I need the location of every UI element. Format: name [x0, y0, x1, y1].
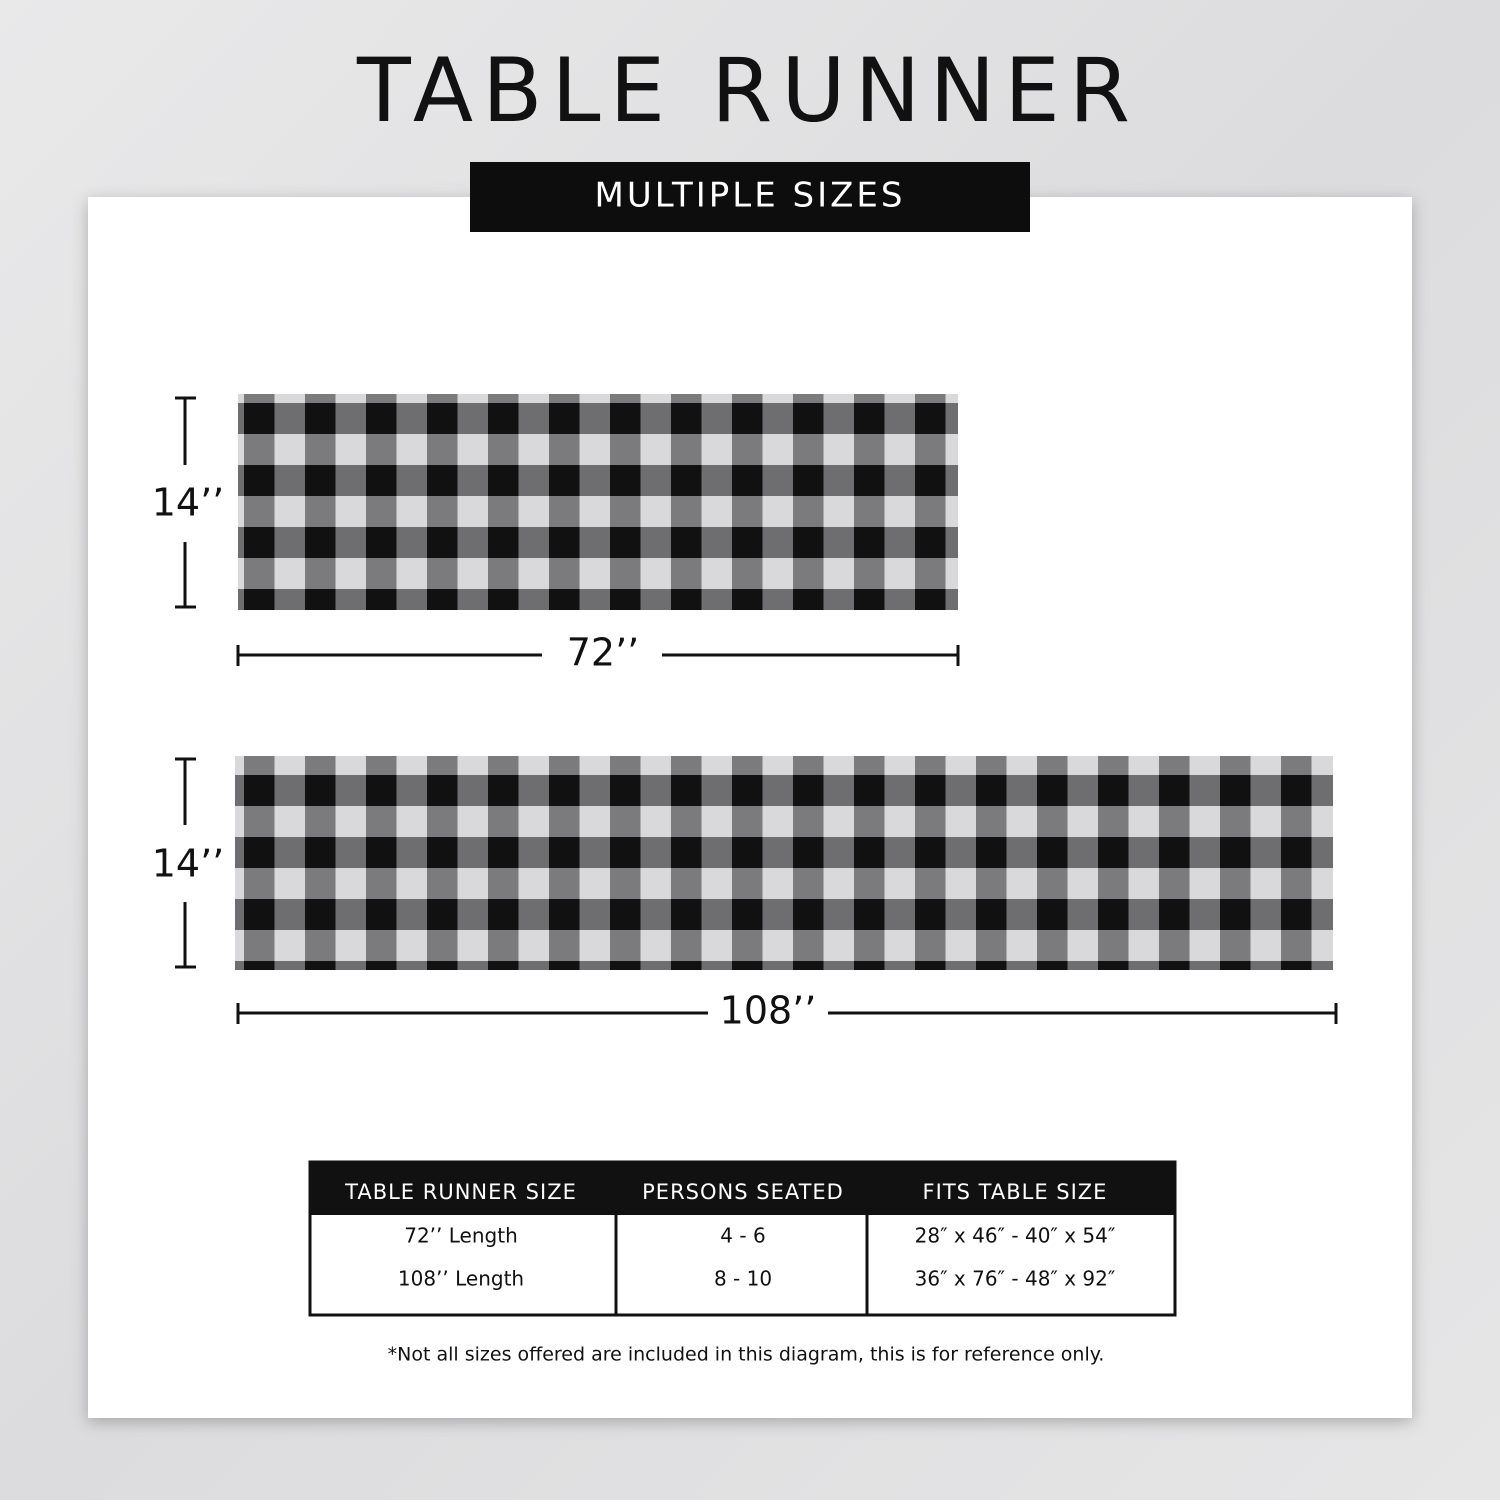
title: TABLE RUNNER — [356, 39, 1139, 142]
table-cell: 4 - 6 — [720, 1224, 765, 1248]
footnote: *Not all sizes offered are included in t… — [388, 1344, 1105, 1366]
dimension-lines — [175, 396, 960, 666]
table-cell: 108’’ Length — [398, 1267, 524, 1291]
header-cell: TABLE RUNNER SIZE — [344, 1180, 577, 1204]
header-cell: FITS TABLE SIZE — [923, 1180, 1108, 1204]
dimension-lines — [175, 757, 1338, 1024]
height-label: 14’’ — [152, 842, 225, 886]
table-dividers — [614, 1215, 869, 1315]
header-cells: TABLE RUNNER SIZE PERSONS SEATED FITS TA… — [344, 1180, 1108, 1204]
table-cell: 8 - 10 — [714, 1267, 772, 1291]
subtitle-box — [470, 162, 1030, 232]
table-body: 72’’ Length 4 - 6 28″ x 46″ - 40″ x 54″ … — [398, 1224, 1115, 1291]
runner-image — [235, 756, 1333, 970]
table-header — [310, 1162, 1175, 1215]
table-cell: 72’’ Length — [404, 1224, 518, 1248]
table-cell: 36″ x 76″ - 48″ x 92″ — [915, 1267, 1116, 1291]
length-label: 108’’ — [720, 989, 817, 1033]
subtitle: MULTIPLE SIZES — [595, 176, 906, 216]
height-label: 14’’ — [152, 481, 225, 525]
length-label: 72’’ — [567, 631, 640, 675]
header-cell: PERSONS SEATED — [642, 1180, 844, 1204]
runner-image — [238, 394, 958, 610]
table-cell: 28″ x 46″ - 40″ x 54″ — [915, 1224, 1116, 1248]
